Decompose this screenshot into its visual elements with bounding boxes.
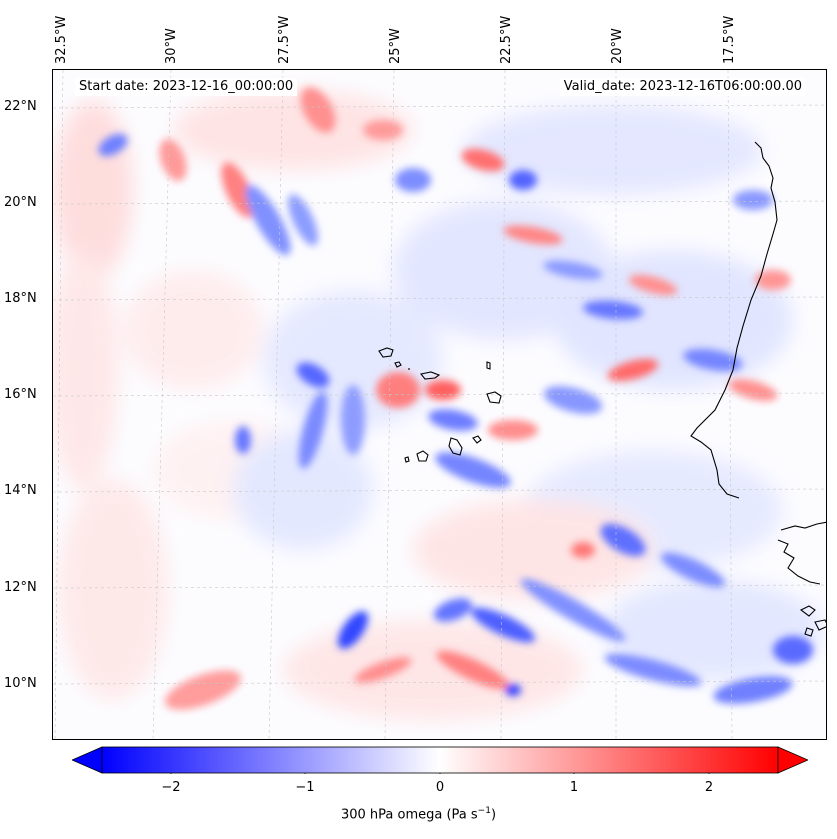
colorbar-high-extend <box>777 746 808 774</box>
colorbar-tick-minus1: −1 <box>295 780 315 795</box>
island-fogo <box>416 450 429 462</box>
colorbar-label: 300 hPa omega (Pa s−1) <box>0 806 837 822</box>
omega-colorbar <box>72 746 808 774</box>
lat-label-18n: 18°N <box>4 291 37 306</box>
island-santiago <box>448 437 463 456</box>
colorbar-label-text: 300 hPa omega (Pa s <box>340 807 478 823</box>
map-gridlines <box>53 70 826 739</box>
bijagos-island-2 <box>814 619 826 631</box>
lon-label-20w: 20°W <box>610 28 625 64</box>
bijagos-island-3 <box>804 627 814 637</box>
lat-label-14n: 14°N <box>4 483 37 498</box>
island-sal <box>486 361 491 370</box>
lon-label-17-5w: 17.5°W <box>722 15 737 64</box>
omega-field <box>53 70 826 739</box>
valid-date-label: Valid_date: 2023-12-16T06:00:00.00 <box>559 78 806 96</box>
colorbar-gradient <box>101 746 779 774</box>
colorbar-tick-minus2: −2 <box>161 780 181 795</box>
colorbar-tick-1: 1 <box>569 780 579 795</box>
island-santo-antao <box>378 347 394 358</box>
island-boa-vista <box>486 391 502 404</box>
lat-label-12n: 12°N <box>4 580 37 595</box>
west-africa-coastline <box>690 141 778 499</box>
bijagos-island-1 <box>799 605 816 617</box>
colorbar-label-exponent: −1 <box>477 806 491 816</box>
start-date-label: Start date: 2023-12-16_00:00:00 <box>75 78 298 96</box>
lon-label-30w: 30°W <box>164 28 179 64</box>
gambia-coast <box>780 521 826 531</box>
lat-label-20n: 20°N <box>4 195 37 210</box>
lat-label-22n: 22°N <box>4 99 37 114</box>
lon-label-32-5w: 32.5°W <box>54 15 69 64</box>
omega-features <box>98 87 813 710</box>
colorbar-label-close: ) <box>490 807 497 823</box>
lat-label-16n: 16°N <box>4 387 37 402</box>
lon-label-22-5w: 22.5°W <box>499 15 514 64</box>
colorbar-tick-0: 0 <box>435 780 445 795</box>
lat-label-10n: 10°N <box>4 676 37 691</box>
coastlines <box>378 141 826 637</box>
island-sao-vicente <box>394 361 402 368</box>
lon-label-25w: 25°W <box>388 28 403 64</box>
guinea-bissau-coast <box>777 539 821 585</box>
colorbar-tick-2: 2 <box>704 780 714 795</box>
island-sao-nicolau <box>420 371 441 380</box>
island-maio <box>472 435 482 444</box>
omega-map: Start date: 2023-12-16_00:00:00 Valid_da… <box>52 69 827 740</box>
lon-label-27-5w: 27.5°W <box>277 15 292 64</box>
colorbar-low-extend <box>72 746 103 774</box>
island-brava <box>404 456 410 463</box>
